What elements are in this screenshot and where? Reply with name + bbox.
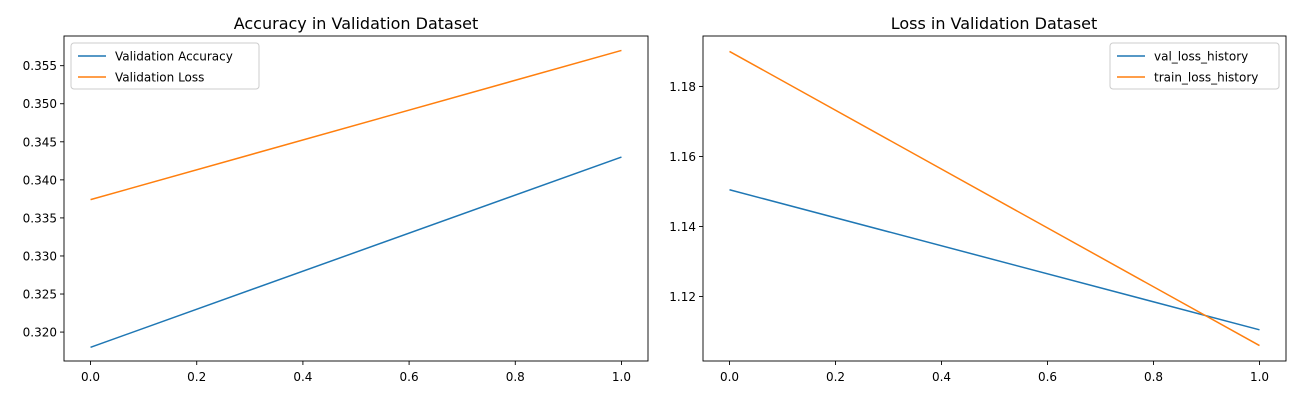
- legend-label: train_loss_history: [1154, 71, 1258, 85]
- y-tick-label: 0.330: [23, 249, 57, 263]
- series-line-2: [729, 50, 1260, 347]
- y-tick-label: 0.345: [23, 135, 57, 149]
- x-tick-label: 0.4: [293, 370, 312, 384]
- plot-area: 0.0 0.2 0.4 0.6 0.8 1.0 0.320 0.325 0.330 0.335 0.…: [23, 35, 649, 384]
- x-tick-label: 0.4: [932, 370, 951, 384]
- chart-title: Accuracy in Validation Dataset: [234, 14, 479, 33]
- legend-label: Validation Loss: [115, 71, 204, 85]
- y-tick-label: 0.335: [23, 211, 57, 225]
- loss-chart: Loss in Validation Dataset 0.0 0.2 0.4 0.6 0…: [669, 14, 1287, 384]
- x-tick-label: 0.8: [506, 370, 525, 384]
- series-line-1: [90, 156, 622, 349]
- x-tick-label: 0.6: [1038, 370, 1057, 384]
- plot-area: 0.0 0.2 0.4 0.6 0.8 1.0 1.12 1.14 1.16 1.18 val_lo…: [669, 35, 1287, 384]
- y-tick-label: 0.355: [23, 59, 57, 73]
- x-tick-label: 0.6: [400, 370, 419, 384]
- series-line-2: [90, 49, 622, 201]
- y-tick-label: 0.340: [23, 173, 57, 187]
- x-tick-label: 0.0: [720, 370, 739, 384]
- x-tick-label: 0.2: [826, 370, 845, 384]
- axes-frame: [63, 35, 649, 362]
- x-tick-label: 0.8: [1144, 370, 1163, 384]
- y-tick-label: 0.320: [23, 326, 57, 340]
- x-tick-label: 0.2: [187, 370, 206, 384]
- y-tick-label: 0.350: [23, 97, 57, 111]
- x-tick-label: 0.0: [81, 370, 100, 384]
- axes-frame: [702, 35, 1287, 362]
- legend: val_loss_history train_loss_history: [1109, 42, 1280, 90]
- y-tick-label: 0.325: [23, 288, 57, 302]
- legend-box: [1109, 42, 1280, 90]
- legend-label: Validation Accuracy: [115, 50, 233, 64]
- y-tick-label: 1.16: [669, 150, 696, 164]
- x-tick-label: 1.0: [1250, 370, 1269, 384]
- legend: Validation Accuracy Validation Loss: [70, 42, 260, 90]
- y-tick-label: 1.18: [669, 80, 696, 94]
- y-tick-label: 1.12: [669, 290, 696, 304]
- legend-label: val_loss_history: [1154, 50, 1248, 64]
- y-tick-label: 1.14: [669, 220, 696, 234]
- chart-title: Loss in Validation Dataset: [891, 14, 1098, 33]
- x-tick-label: 1.0: [612, 370, 631, 384]
- accuracy-chart: Accuracy in Validation Dataset 0.0 0.2 0.4…: [23, 14, 649, 384]
- series-line-1: [729, 189, 1260, 331]
- legend-box: [70, 42, 260, 90]
